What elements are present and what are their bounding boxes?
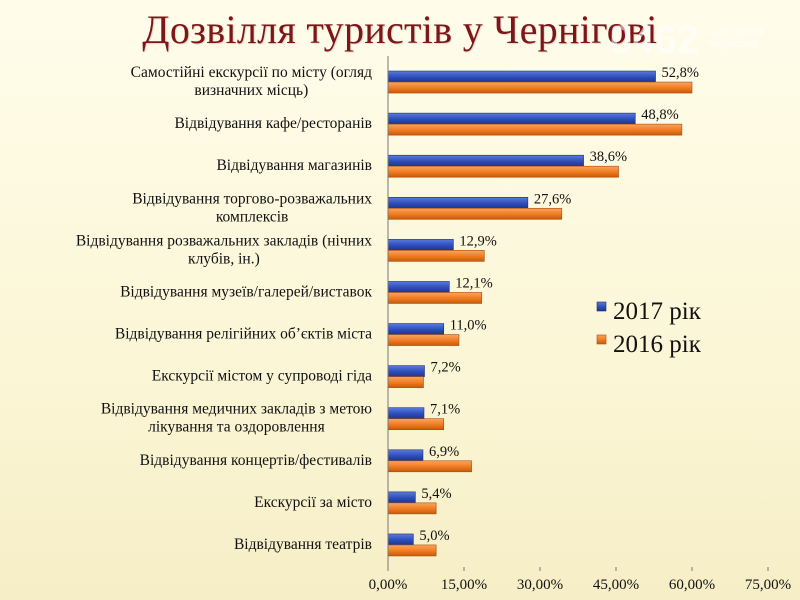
category-label: Відвідування медичних закладів з метою лі… bbox=[101, 401, 372, 436]
bars-group bbox=[387, 70, 693, 557]
category-label: Екскурсії містом у супроводі гіда bbox=[152, 368, 372, 385]
bar-2016-2 bbox=[387, 165, 619, 178]
value-label-2017: 52,8% bbox=[662, 65, 699, 81]
site-watermark: 0462 Сайт міста Чернігова bbox=[600, 16, 800, 86]
category-label: Відвідування розважальних закладів (нічн… bbox=[76, 232, 372, 267]
value-label-2017: 48,8% bbox=[641, 107, 678, 123]
value-label-2017: 27,6% bbox=[534, 191, 571, 207]
x-tick-label: 30,00% bbox=[517, 577, 563, 593]
watermark-caption: Сайт міста Чернігова bbox=[708, 26, 763, 50]
x-axis: 0,00% 15,00% 30,00% 45,00% 60,00% 75,00% bbox=[369, 56, 791, 593]
value-label-2017: 11,0% bbox=[450, 318, 487, 334]
value-label-2017: 12,1% bbox=[455, 275, 492, 291]
category-label: Екскурсії за місто bbox=[254, 494, 372, 511]
legend-label-2016: 2016 рік bbox=[613, 331, 702, 358]
bar-2017-6 bbox=[387, 323, 445, 335]
bar-2017-2 bbox=[387, 154, 584, 167]
category-label: Самостійні екскурсії по місту (огляд визн… bbox=[131, 64, 372, 99]
bar-2016-8 bbox=[387, 418, 445, 431]
x-tick-label: 45,00% bbox=[593, 577, 639, 593]
bar-2016-9 bbox=[387, 460, 472, 473]
legend-swatch-2016 bbox=[596, 334, 607, 345]
watermark-number: 0462 bbox=[610, 18, 699, 62]
x-tick-label: 15,00% bbox=[441, 577, 487, 593]
bar-2016-7 bbox=[387, 376, 424, 388]
value-label-2017: 38,6% bbox=[590, 149, 627, 165]
bar-2017-10 bbox=[387, 491, 416, 504]
bar-2016-5 bbox=[387, 292, 483, 304]
value-label-2017: 12,9% bbox=[459, 233, 496, 249]
bar-2017-11 bbox=[387, 533, 414, 546]
category-labels: Самостійні екскурсії по місту (огляд визн… bbox=[76, 64, 373, 553]
category-label: Відвідування кафе/ресторанів bbox=[174, 115, 372, 132]
x-tick-label: 75,00% bbox=[745, 577, 791, 593]
category-label: Відвідування концертів/фестивалів bbox=[140, 452, 372, 469]
legend-label-2017: 2017 рік bbox=[613, 298, 702, 325]
value-labels: 52,8% 48,8% 38,6% 27,6% 12,9% 12,1% 11,0% 7,2% 7… bbox=[419, 65, 699, 544]
value-label-2017: 7,2% bbox=[430, 360, 460, 376]
value-label-2017: 5,4% bbox=[421, 486, 451, 502]
bar-2017-0 bbox=[387, 70, 656, 83]
bar-2017-9 bbox=[387, 449, 424, 462]
value-label-2017: 7,1% bbox=[430, 402, 460, 418]
category-label: Відвідування релігійних об’єктів міста bbox=[115, 326, 372, 343]
bar-2017-8 bbox=[387, 407, 425, 420]
x-tick-label: 0,00% bbox=[369, 577, 408, 593]
chart-title: Дозвілля туристів у Чернігові bbox=[142, 7, 658, 52]
value-label-2017: 5,0% bbox=[419, 528, 449, 544]
bar-2016-0 bbox=[387, 81, 693, 94]
x-tick-label: 60,00% bbox=[669, 577, 715, 593]
bar-2016-10 bbox=[387, 502, 437, 515]
bar-2017-5 bbox=[387, 281, 450, 293]
bar-2016-4 bbox=[387, 250, 485, 262]
bar-2016-6 bbox=[387, 334, 460, 346]
bar-2017-7 bbox=[387, 365, 425, 377]
bar-2016-11 bbox=[387, 544, 437, 557]
bar-2017-4 bbox=[387, 239, 454, 251]
category-label: Відвідування музеїв/галерей/виставок bbox=[120, 283, 372, 300]
category-label: Відвідування театрів bbox=[234, 536, 372, 553]
category-label: Відвідування торгово-розважальних комплек… bbox=[132, 190, 372, 225]
bar-2016-1 bbox=[387, 123, 683, 136]
category-label: Відвідування магазинів bbox=[216, 157, 372, 174]
legend: 2017 рік 2016 рік bbox=[596, 298, 702, 358]
legend-swatch-2017 bbox=[596, 301, 607, 312]
bar-2017-1 bbox=[387, 112, 636, 125]
bar-2017-3 bbox=[387, 196, 529, 209]
value-label-2017: 6,9% bbox=[429, 444, 459, 460]
bar-2016-3 bbox=[387, 207, 563, 220]
